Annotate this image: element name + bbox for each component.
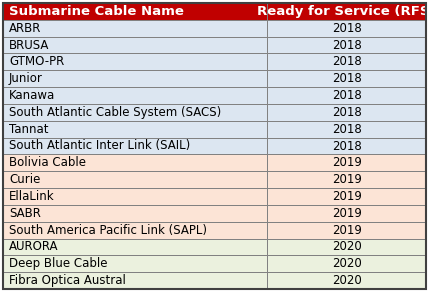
- Bar: [267, 87, 426, 104]
- Text: Curie: Curie: [9, 173, 40, 186]
- Text: 2018: 2018: [332, 72, 362, 85]
- Bar: [267, 255, 426, 272]
- Bar: [267, 53, 426, 70]
- Bar: [267, 121, 426, 138]
- Bar: [3, 205, 267, 222]
- Text: South Atlantic Inter Link (SAIL): South Atlantic Inter Link (SAIL): [9, 140, 190, 152]
- Text: SABR: SABR: [9, 207, 41, 220]
- Bar: [3, 154, 267, 171]
- Bar: [267, 104, 426, 121]
- Text: AURORA: AURORA: [9, 240, 58, 253]
- Text: ARBR: ARBR: [9, 22, 41, 35]
- Text: GTMO-PR: GTMO-PR: [9, 55, 64, 68]
- Bar: [3, 104, 267, 121]
- Text: 2020: 2020: [332, 257, 362, 270]
- Text: Fibra Optica Austral: Fibra Optica Austral: [9, 274, 126, 287]
- Bar: [3, 171, 267, 188]
- Text: South Atlantic Cable System (SACS): South Atlantic Cable System (SACS): [9, 106, 221, 119]
- Bar: [3, 70, 267, 87]
- Bar: [3, 20, 267, 37]
- Bar: [3, 37, 267, 53]
- Bar: [3, 3, 267, 20]
- Bar: [267, 154, 426, 171]
- Bar: [267, 138, 426, 154]
- Text: 2020: 2020: [332, 274, 362, 287]
- Bar: [267, 171, 426, 188]
- Text: 2018: 2018: [332, 22, 362, 35]
- Bar: [267, 205, 426, 222]
- Bar: [3, 222, 267, 239]
- Bar: [3, 255, 267, 272]
- Bar: [3, 53, 267, 70]
- Text: 2018: 2018: [332, 106, 362, 119]
- Text: 2018: 2018: [332, 140, 362, 152]
- Text: 2019: 2019: [332, 207, 362, 220]
- Bar: [3, 272, 267, 289]
- Bar: [267, 3, 426, 20]
- Bar: [267, 20, 426, 37]
- Text: Tannat: Tannat: [9, 123, 48, 136]
- Text: 2018: 2018: [332, 55, 362, 68]
- Text: Junior: Junior: [9, 72, 43, 85]
- Text: 2019: 2019: [332, 156, 362, 169]
- Bar: [3, 87, 267, 104]
- Text: Bolivia Cable: Bolivia Cable: [9, 156, 86, 169]
- Text: South America Pacific Link (SAPL): South America Pacific Link (SAPL): [9, 224, 207, 237]
- Text: Kanawa: Kanawa: [9, 89, 55, 102]
- Text: 2018: 2018: [332, 89, 362, 102]
- Text: Submarine Cable Name: Submarine Cable Name: [9, 5, 184, 18]
- Bar: [267, 222, 426, 239]
- Text: 2019: 2019: [332, 224, 362, 237]
- Bar: [3, 239, 267, 255]
- Bar: [3, 188, 267, 205]
- Text: 2018: 2018: [332, 123, 362, 136]
- Bar: [267, 239, 426, 255]
- Text: BRUSA: BRUSA: [9, 39, 49, 52]
- Text: EllaLink: EllaLink: [9, 190, 54, 203]
- Text: 2018: 2018: [332, 39, 362, 52]
- Text: 2020: 2020: [332, 240, 362, 253]
- Bar: [3, 138, 267, 154]
- Text: 2019: 2019: [332, 190, 362, 203]
- Text: Ready for Service (RFS): Ready for Service (RFS): [257, 5, 429, 18]
- Bar: [3, 121, 267, 138]
- Bar: [267, 70, 426, 87]
- Text: 2019: 2019: [332, 173, 362, 186]
- Bar: [267, 188, 426, 205]
- Text: Deep Blue Cable: Deep Blue Cable: [9, 257, 108, 270]
- Bar: [267, 272, 426, 289]
- Bar: [267, 37, 426, 53]
